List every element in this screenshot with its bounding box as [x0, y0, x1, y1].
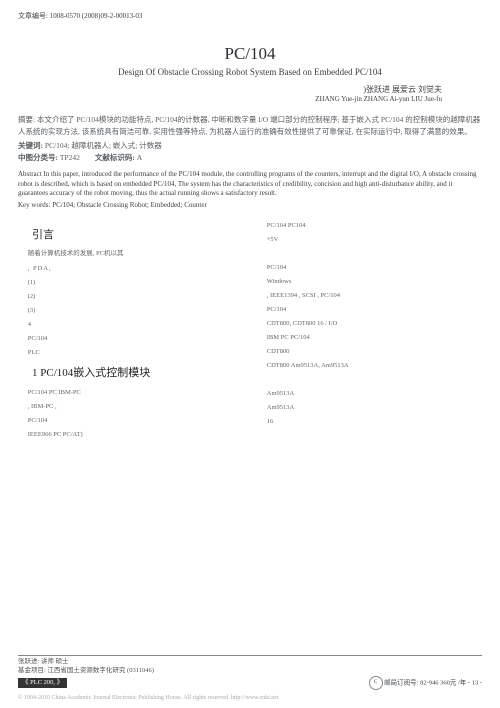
author-info: 张跃进: 讲师 硕士: [18, 658, 482, 666]
copyright-line: © 1994-2010 China Academic Journal Elect…: [18, 695, 279, 703]
body-text: (2): [18, 291, 243, 302]
body-text: , PDA,: [18, 263, 243, 274]
body-text: CDT800, CDT800 16 / I/O: [257, 318, 482, 329]
body-text: (1): [18, 277, 243, 288]
section-intro-title: 引言: [32, 226, 243, 245]
body-text: PC/104 PC104: [257, 220, 482, 231]
body-text: PLC: [18, 347, 243, 358]
body-text: PC/104 PC IBM-PC: [18, 387, 243, 398]
title-chinese: PC/104: [18, 43, 482, 65]
class-value: TP242: [60, 153, 80, 162]
abstract-chinese: 摘要: 本文介绍了 PC/104模块的功能特点, PC/104的计数器, 中断和…: [18, 114, 482, 137]
body-text: IBM PC PC/104: [257, 332, 482, 343]
class-label: 中图分类号:: [18, 153, 60, 162]
footer: 张跃进: 讲师 硕士 基金项目: 江西省国土资源数字化研究 (0311046): [18, 655, 482, 675]
cnki-icon: C: [369, 676, 383, 690]
body-text: 16: [257, 416, 482, 427]
body-text: 随着计算机技术的发展, PC机以其: [18, 248, 243, 259]
body-text: PC/104: [18, 415, 243, 426]
plc-tag: 《 PLC 200, 》: [18, 678, 67, 688]
body-text: PC/104: [18, 333, 243, 344]
kw-cn-label: 关键词:: [18, 141, 45, 150]
body-text: Am9513A: [257, 388, 482, 399]
authors-english: ZHANG Yue-jin ZHANG Ai-yun LIU Jue-fu: [18, 95, 442, 104]
body-text: Windows: [257, 276, 482, 287]
authors-chinese: )张跃进 展爱云 刘觉夫: [18, 85, 442, 95]
footer-divider: [18, 655, 482, 656]
sub-info-text: 邮局订阅号: 82-946 360元 /年 - 13 -: [384, 679, 482, 686]
article-number: 文章编号: 1008-0570 (2008)09-2-00013-03: [18, 12, 482, 21]
body-text: PC/104: [257, 304, 482, 315]
body-text: +5V: [257, 234, 482, 245]
body-text: 4: [18, 319, 243, 330]
keywords-chinese: 关键词: PC/104; 越障机器人; 嵌入式; 计数器: [18, 141, 482, 151]
kw-en-label: Key words:: [18, 201, 52, 209]
body-text: IEEE966 PC PC/AT): [18, 429, 243, 440]
fund-info: 基金项目: 江西省国土资源数字化研究 (0311046): [18, 667, 482, 675]
page-footer-bar: 《 PLC 200, 》 C 邮局订阅号: 82-946 360元 /年 - 1…: [18, 676, 482, 690]
body-text: [257, 374, 482, 385]
page-container: 文章编号: 1008-0570 (2008)09-2-00013-03 PC/1…: [0, 0, 500, 443]
body-text: Am9513A: [257, 402, 482, 413]
body-text: CDT800 Am9513A, Am9513A: [257, 360, 482, 371]
body-text: (3): [18, 305, 243, 316]
keywords-english: Key words: PC/104; Obstacle Crossing Rob…: [18, 201, 482, 210]
section-1-title: 1 PC/104嵌入式控制模块: [32, 364, 243, 383]
kw-cn-text: PC/104; 越障机器人; 嵌入式; 计数器: [45, 141, 162, 150]
two-column-body: 引言 随着计算机技术的发展, PC机以其 , PDA, (1) (2) (3) …: [18, 220, 482, 443]
body-text: , IBM-PC ,: [18, 401, 243, 412]
title-english: Design Of Obstacle Crossing Robot System…: [18, 67, 482, 79]
right-column: PC/104 PC104 +5V PC/104 Windows , IEEE13…: [257, 220, 482, 443]
doc-code-value: A: [137, 153, 142, 162]
abstract-english: Abstract In this paper, introduced the p…: [18, 170, 482, 198]
body-text: CDT800: [257, 346, 482, 357]
doc-code-label: 文献标识码:: [95, 153, 137, 162]
left-column: 引言 随着计算机技术的发展, PC机以其 , PDA, (1) (2) (3) …: [18, 220, 243, 443]
kw-en-text: PC/104; Obstacle Crossing Robot; Embedde…: [52, 201, 207, 209]
classification: 中图分类号: TP242 文献标识码: A: [18, 153, 482, 163]
subscription-info: C 邮局订阅号: 82-946 360元 /年 - 13 -: [369, 676, 482, 690]
body-text: PC/104: [257, 262, 482, 273]
body-text: , IEEE1394 , SCSI , PC/104: [257, 290, 482, 301]
body-text: [257, 248, 482, 259]
